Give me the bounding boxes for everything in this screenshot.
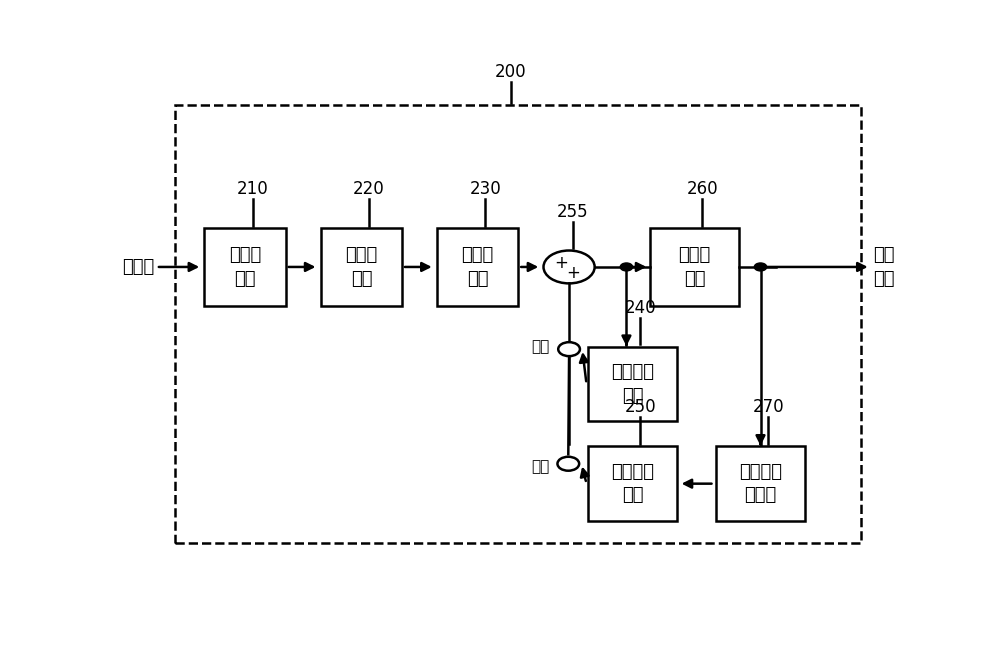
Text: 210: 210 xyxy=(237,181,269,199)
Text: 260: 260 xyxy=(687,181,718,199)
Text: 帧内预测
单元: 帧内预测 单元 xyxy=(611,363,654,405)
Text: +: + xyxy=(554,254,568,272)
Text: 255: 255 xyxy=(557,203,589,221)
Circle shape xyxy=(557,457,579,471)
Circle shape xyxy=(558,342,580,356)
Circle shape xyxy=(754,263,767,271)
Text: 比特流: 比特流 xyxy=(122,258,154,276)
Text: 参考画面
缓冲器: 参考画面 缓冲器 xyxy=(739,463,782,505)
Circle shape xyxy=(620,263,633,271)
Bar xyxy=(588,347,677,421)
Text: 240: 240 xyxy=(625,299,656,317)
Bar xyxy=(437,228,518,305)
Text: 重建
画面: 重建 画面 xyxy=(873,246,894,288)
Text: +: + xyxy=(566,265,580,283)
Text: 270: 270 xyxy=(752,399,784,417)
Text: 帧间: 帧间 xyxy=(531,459,550,474)
Text: 滤波器
单元: 滤波器 单元 xyxy=(678,246,711,288)
Text: 250: 250 xyxy=(625,399,656,417)
Bar xyxy=(321,228,402,305)
Text: 逆变换
单元: 逆变换 单元 xyxy=(462,246,494,288)
Bar xyxy=(175,105,861,543)
Text: 230: 230 xyxy=(470,181,501,199)
Text: 200: 200 xyxy=(495,63,526,81)
Text: 帧内: 帧内 xyxy=(531,339,550,354)
Text: 反量化
单元: 反量化 单元 xyxy=(345,246,378,288)
Text: 熵解码
单元: 熵解码 单元 xyxy=(229,246,261,288)
Bar xyxy=(650,228,739,305)
Bar xyxy=(588,446,677,521)
Bar xyxy=(204,228,286,305)
Text: 运动补偿
单元: 运动补偿 单元 xyxy=(611,463,654,505)
Circle shape xyxy=(544,250,595,283)
Text: 220: 220 xyxy=(353,181,385,199)
Bar xyxy=(716,446,805,521)
